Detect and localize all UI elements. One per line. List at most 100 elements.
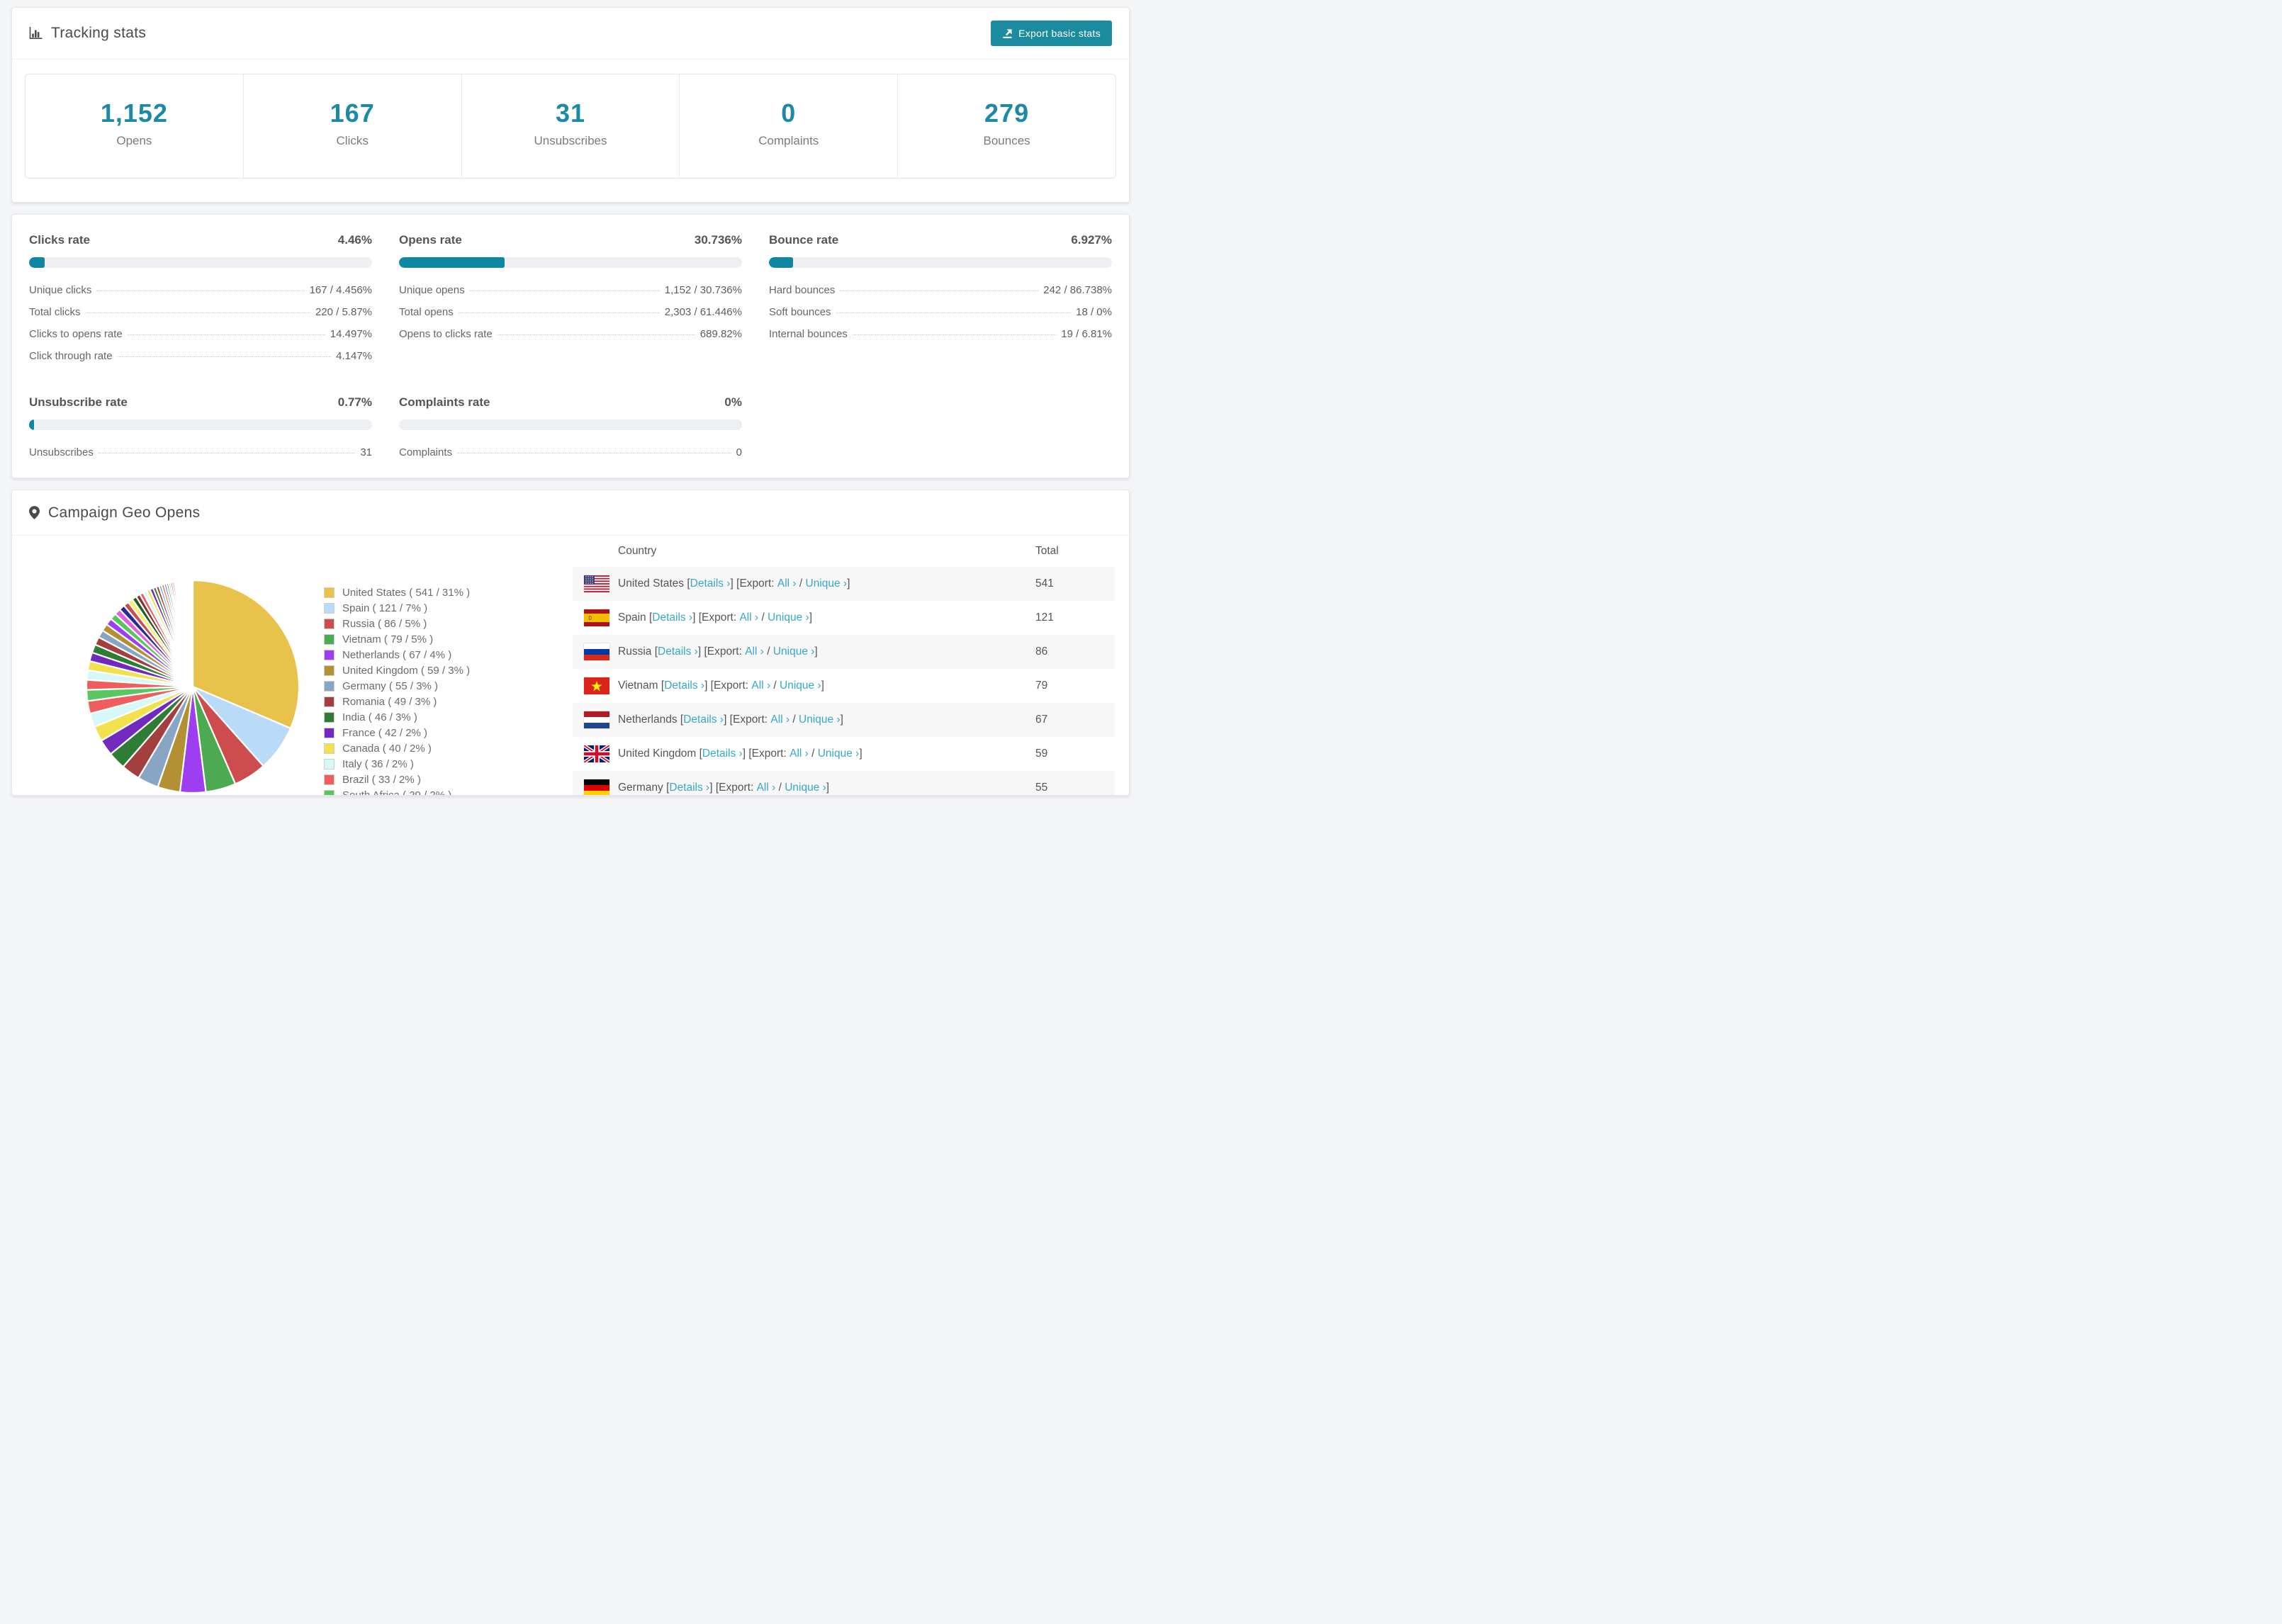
geo-table-row-gb: United Kingdom [Details ›] [Export: All … (573, 737, 1115, 771)
rate-detail-row: Clicks to opens rate 14.497% (29, 323, 372, 345)
geo-details-link[interactable]: Details › (664, 680, 705, 692)
pie-legend: United States ( 541 / 31% ) Spain ( 121 /… (324, 587, 471, 796)
export-basic-stats-button[interactable]: Export basic stats (991, 21, 1112, 46)
geo-table-header-total: Total (1035, 545, 1059, 557)
geo-export-unique-link[interactable]: Unique › (785, 782, 826, 794)
legend-label: Italy ( 36 / 2% ) (342, 757, 414, 770)
legend-label: Germany ( 55 / 3% ) (342, 680, 439, 692)
geo-details-link[interactable]: Details › (683, 714, 724, 726)
geo-export-unique-link[interactable]: Unique › (780, 680, 821, 692)
legend-label: Brazil ( 33 / 2% ) (342, 773, 421, 786)
rate-progress-fill (29, 257, 45, 268)
legend-label: South Africa ( 29 / 2% ) (342, 789, 452, 796)
legend-item-india[interactable]: India ( 46 / 3% ) (324, 711, 470, 723)
legend-item-netherlands[interactable]: Netherlands ( 67 / 4% ) (324, 649, 470, 661)
geo-export-unique-link[interactable]: Unique › (817, 748, 860, 760)
geo-export-all-link[interactable]: All › (777, 577, 797, 590)
dotted-leader (127, 334, 325, 335)
geo-details-link[interactable]: Details › (652, 611, 693, 624)
legend-label: United Kingdom ( 59 / 3% ) (342, 664, 471, 677)
geo-table-header-row: Country Total (573, 536, 1115, 567)
legend-item-spain[interactable]: Spain ( 121 / 7% ) (324, 602, 470, 614)
geo-details-link[interactable]: Details › (669, 782, 710, 794)
geo-opens-pie-chart (85, 579, 300, 794)
pie-slice-united-states[interactable] (191, 579, 300, 730)
geo-export-all-link[interactable]: All › (770, 714, 790, 726)
legend-item-south-africa[interactable]: South Africa ( 29 / 2% ) (324, 789, 470, 796)
bracket: ] (847, 577, 850, 590)
rate-detail-row: Complaints 0 (399, 441, 742, 463)
legend-item-vietnam[interactable]: Vietnam ( 79 / 5% ) (324, 633, 470, 645)
rate-detail-value: 689.82% (699, 328, 742, 340)
legend-item-italy[interactable]: Italy ( 36 / 2% ) (324, 757, 470, 770)
legend-swatch (324, 696, 335, 707)
rate-rows: Unique opens 1,152 / 30.736% Total opens 2,… (399, 279, 742, 345)
geo-table-country-cell: Russia [Details ›] [Export: All › / Uniq… (573, 643, 1035, 660)
geo-details-link[interactable]: Details › (690, 577, 731, 590)
legend-item-germany[interactable]: Germany ( 55 / 3% ) (324, 680, 470, 692)
country-flag-vn (584, 677, 609, 694)
geo-export-unique-link[interactable]: Unique › (772, 645, 815, 658)
bracket: [ (661, 680, 665, 692)
legend-swatch (324, 602, 335, 614)
bracket: ] (826, 782, 830, 794)
rate-rows: Hard bounces 242 / 86.738% Soft bounces 18 … (769, 279, 1112, 345)
geo-total-cell: 79 (1035, 680, 1048, 692)
geo-export-unique-link[interactable]: Unique › (805, 577, 848, 590)
geo-table-country-cell: Germany [Details ›] [Export: All › / Uni… (573, 779, 1035, 795)
rate-detail-row: Internal bounces 19 / 6.81% (769, 323, 1112, 345)
legend-item-brazil[interactable]: Brazil ( 33 / 2% ) (324, 773, 470, 786)
bracket: [ (699, 748, 702, 760)
rate-detail-row: Click through rate 4.147% (29, 345, 372, 367)
legend-label: Canada ( 40 / 2% ) (342, 742, 432, 755)
rate-detail-label: Opens to clicks rate (399, 328, 493, 340)
bracket: ] (859, 748, 862, 760)
geo-export-all-link[interactable]: All › (739, 611, 759, 624)
bar-chart-icon (29, 26, 43, 39)
country-flag-es (584, 609, 609, 626)
bracket: ] [Export: (709, 782, 757, 794)
country-name: Germany (618, 782, 667, 794)
rate-detail-row: Unsubscribes 31 (29, 441, 372, 463)
country-name: Russia (618, 645, 655, 658)
legend-label: Romania ( 49 / 3% ) (342, 695, 437, 708)
legend-item-united-kingdom[interactable]: United Kingdom ( 59 / 3% ) (324, 664, 471, 677)
rate-detail-row: Total opens 2,303 / 61.446% (399, 301, 742, 323)
geo-export-unique-link[interactable]: Unique › (799, 714, 841, 726)
legend-swatch (324, 774, 335, 785)
bracket: ] (814, 645, 818, 658)
geo-export-unique-link[interactable]: Unique › (768, 611, 809, 624)
rate-rows: Unique clicks 167 / 4.456% Total clicks 220… (29, 279, 372, 367)
geo-details-link[interactable]: Details › (658, 645, 698, 658)
rate-detail-value: 0 (736, 446, 742, 458)
legend-item-romania[interactable]: Romania ( 49 / 3% ) (324, 695, 470, 708)
geo-export-all-link[interactable]: All › (756, 782, 776, 794)
geo-table-country-cell: United Kingdom [Details ›] [Export: All … (573, 745, 1035, 762)
legend-item-united-states[interactable]: United States ( 541 / 31% ) (324, 587, 470, 599)
rate-block-complaints-rate: Complaints rate 0% Complaints 0 (399, 395, 742, 463)
legend-item-canada[interactable]: Canada ( 40 / 2% ) (324, 742, 470, 755)
rate-rows: Unsubscribes 31 (29, 441, 372, 463)
geo-body: United States ( 541 / 31% ) Spain ( 121 /… (12, 536, 1129, 796)
geo-export-all-link[interactable]: All › (745, 645, 764, 658)
rates-grid: Clicks rate 4.46% Unique clicks 167 / 4.456… (29, 233, 1112, 463)
pie-slice-other[interactable] (191, 579, 194, 687)
bracket: [ (648, 611, 653, 624)
legend-swatch (324, 758, 335, 769)
rate-detail-value: 242 / 86.738% (1043, 284, 1112, 296)
dotted-leader (497, 334, 695, 335)
legend-label: Russia ( 86 / 5% ) (342, 617, 427, 630)
geo-export-all-link[interactable]: All › (789, 748, 809, 760)
geo-title: Campaign Geo Opens (48, 504, 201, 521)
bracket: ] [Export: (692, 611, 740, 624)
legend-item-russia[interactable]: Russia ( 86 / 5% ) (324, 617, 470, 630)
geo-total-cell: 121 (1035, 611, 1054, 624)
legend-item-france[interactable]: France ( 42 / 2% ) (324, 727, 470, 739)
legend-swatch (324, 727, 335, 738)
rate-detail-label: Unsubscribes (29, 446, 94, 458)
stat-label: Unsubscribes (534, 134, 607, 147)
geo-export-all-link[interactable]: All › (751, 680, 771, 692)
geo-details-link[interactable]: Details › (702, 748, 743, 760)
stat-value: 167 (330, 98, 375, 128)
slash-separator: / (770, 680, 780, 692)
